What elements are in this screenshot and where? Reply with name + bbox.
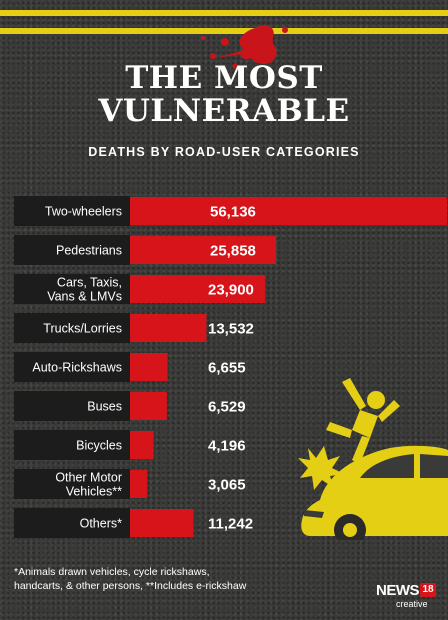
bar-row: Trucks/Lorries 13,532 xyxy=(14,313,254,343)
value-label: 11,242 xyxy=(208,516,253,533)
footnote-line-2: handcarts, & other persons, **Includes e… xyxy=(14,580,247,592)
logo-creative-text: creative xyxy=(396,599,428,609)
bar xyxy=(130,275,265,303)
bar xyxy=(130,392,167,420)
bar xyxy=(130,197,447,225)
bar xyxy=(130,470,148,498)
category-label-bg xyxy=(14,469,130,499)
category-label: Vans & LMVs xyxy=(47,290,122,304)
blood-splatter-icon xyxy=(201,25,288,69)
bar xyxy=(130,509,194,537)
bar-row: Auto-Rickshaws 6,655 xyxy=(14,352,246,382)
value-label: 6,655 xyxy=(208,360,246,377)
value-label: 6,529 xyxy=(208,399,246,416)
value-label: 25,858 xyxy=(210,243,256,260)
bar xyxy=(130,353,168,381)
title-line-2: VULNERABLE xyxy=(98,93,350,129)
car-crash-illustration-icon xyxy=(298,378,448,540)
category-label: Bicycles xyxy=(76,439,122,453)
road-line-top-1 xyxy=(0,10,448,16)
category-label: Pedestrians xyxy=(56,244,122,258)
bar-row: Buses 6,529 xyxy=(14,391,246,421)
bar-row: Cars, Taxis,Vans & LMVs 23,900 xyxy=(14,274,265,304)
footnote-line-1: *Animals drawn vehicles, cycle rickshaws… xyxy=(14,566,210,578)
footnote: *Animals drawn vehicles, cycle rickshaws… xyxy=(14,565,314,593)
logo-news-text: NEWS xyxy=(376,582,420,599)
news18-creative-logo: NEWS 18 creative xyxy=(376,582,438,612)
value-label: 23,900 xyxy=(208,282,254,299)
title-line-1: THE MOST xyxy=(125,60,323,96)
category-label-bg xyxy=(14,313,130,343)
road-line-top-2 xyxy=(0,28,448,34)
category-label-bg xyxy=(14,508,130,538)
bar-row: Pedestrians 25,858 xyxy=(14,235,277,265)
bar xyxy=(130,314,207,342)
bar-row: Others* 11,242 xyxy=(14,508,253,538)
category-label: Other Motor xyxy=(55,471,122,485)
category-label: Vehicles** xyxy=(66,485,122,499)
value-label: 3,065 xyxy=(208,477,246,494)
bar-row: Bicycles 4,196 xyxy=(14,430,246,460)
chart-subtitle: DEATHS BY ROAD-USER CATEGORIES xyxy=(88,145,360,159)
category-label: Trucks/Lorries xyxy=(43,322,122,336)
page-title: THE MOST VULNERABLE xyxy=(0,62,448,128)
category-label-bg xyxy=(14,391,130,421)
bar xyxy=(130,236,277,264)
category-label-bg xyxy=(14,235,130,265)
value-label: 56,136 xyxy=(210,204,256,221)
category-label: Two-wheelers xyxy=(45,205,122,219)
category-label-bg xyxy=(14,430,130,460)
bar-row: Two-wheelers 56,136 xyxy=(14,196,447,226)
bar-chart: Two-wheelers 56,136 Pedestrians 25,858 Cars,… xyxy=(14,196,447,538)
category-label: Auto-Rickshaws xyxy=(32,361,122,375)
category-label-bg xyxy=(14,274,130,304)
value-label: 4,196 xyxy=(208,438,246,455)
bar xyxy=(130,431,154,459)
category-label-bg xyxy=(14,352,130,382)
logo-number: 18 xyxy=(420,583,436,597)
category-label: Buses xyxy=(87,400,122,414)
category-label-bg xyxy=(14,196,130,226)
value-label: 13,532 xyxy=(208,321,254,338)
category-label: Cars, Taxis, xyxy=(57,276,122,290)
category-label: Others* xyxy=(80,517,123,531)
